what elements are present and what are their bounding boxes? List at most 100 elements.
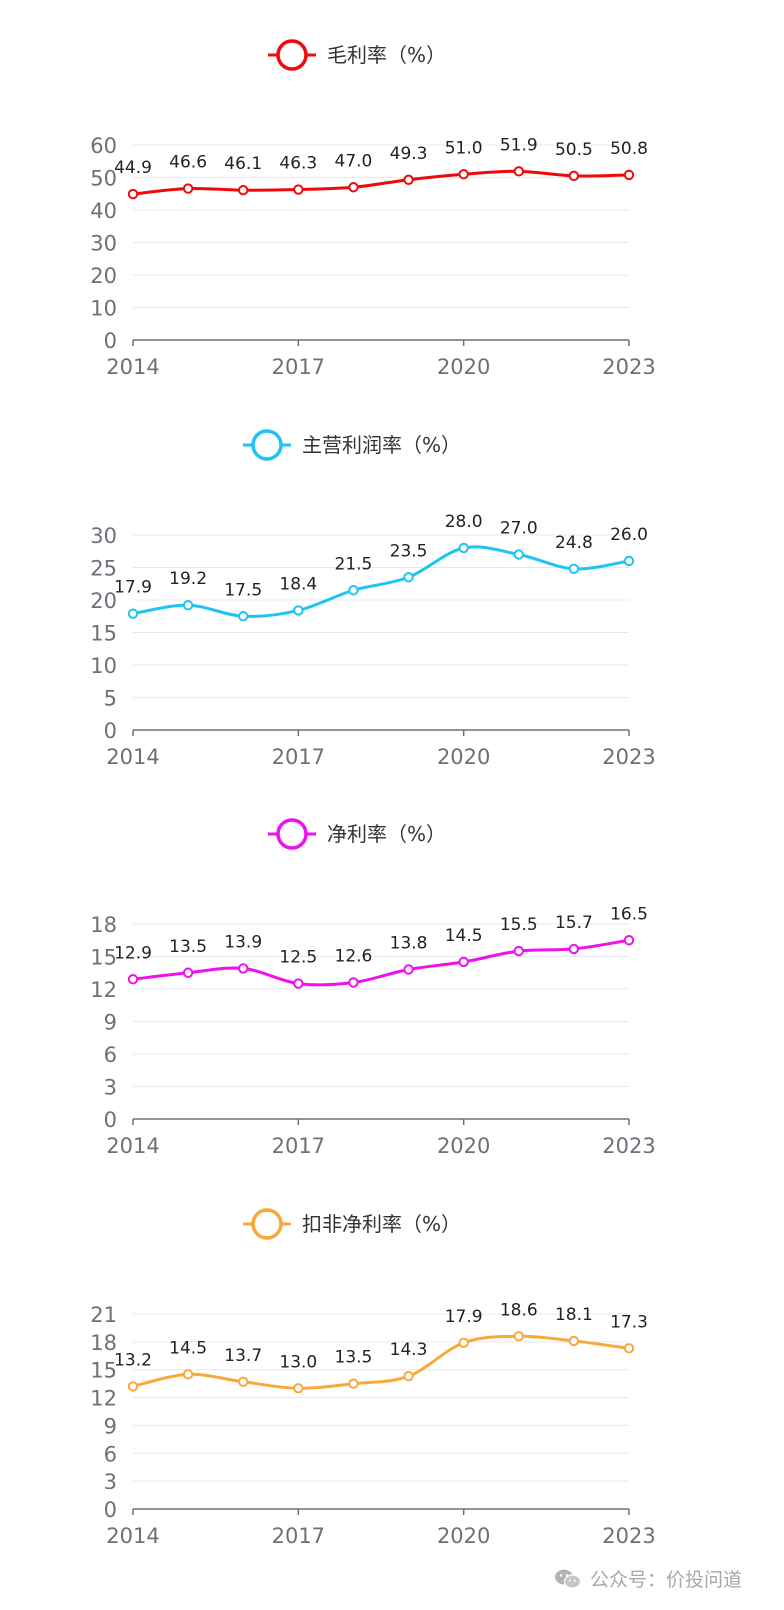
data-point[interactable] xyxy=(568,563,580,574)
data-point[interactable] xyxy=(238,184,249,196)
y-tick-label: 0 xyxy=(104,719,117,743)
data-label: 17.9 xyxy=(114,578,152,598)
x-tick-label: 2014 xyxy=(106,1524,159,1548)
y-tick-label: 15 xyxy=(90,1359,117,1383)
y-tick-label: 50 xyxy=(90,167,117,191)
data-point[interactable] xyxy=(623,169,635,181)
y-tick-label: 18 xyxy=(90,913,117,937)
data-label: 14.5 xyxy=(169,1338,207,1358)
data-label: 13.0 xyxy=(279,1352,317,1372)
data-point[interactable] xyxy=(403,1371,414,1382)
data-label: 50.5 xyxy=(555,140,593,160)
data-label: 16.5 xyxy=(610,904,648,924)
y-tick-label: 3 xyxy=(104,1076,117,1100)
data-point[interactable] xyxy=(127,188,139,200)
data-point[interactable] xyxy=(458,956,469,968)
y-tick-label: 18 xyxy=(90,1331,117,1355)
data-point[interactable] xyxy=(623,555,635,567)
data-point[interactable] xyxy=(623,935,635,946)
data-label: 14.5 xyxy=(445,926,483,946)
chart-legend[interactable]: 主营利润率（%） xyxy=(243,429,461,461)
y-tick-label: 30 xyxy=(90,524,117,548)
legend-circle-icon xyxy=(251,1208,283,1240)
data-point[interactable] xyxy=(127,974,139,985)
legend-label: 毛利率（%） xyxy=(327,43,446,67)
chart-legend[interactable]: 净利率（%） xyxy=(268,818,446,850)
data-label: 18.6 xyxy=(500,1300,538,1320)
chart-1: 毛利率（%） 0 10 20 30 40 50 60 2014 2017 2020 2023 44.9 4… xyxy=(90,39,656,379)
data-label: 44.9 xyxy=(114,158,152,178)
y-tick-label: 15 xyxy=(90,622,117,646)
data-point[interactable] xyxy=(293,1383,304,1394)
data-point[interactable] xyxy=(182,967,194,978)
data-point[interactable] xyxy=(513,1331,524,1342)
x-tick-label: 2017 xyxy=(272,1524,325,1548)
data-point[interactable] xyxy=(458,169,469,180)
data-point[interactable] xyxy=(348,977,359,988)
data-point[interactable] xyxy=(293,978,304,989)
data-label: 12.6 xyxy=(335,947,373,967)
legend-label: 净利率（%） xyxy=(327,822,446,846)
chart-4: 扣非净利率（%） 0 3 6 9 12 15 18 21 2014 2017 2020 2023 13.2… xyxy=(90,1208,656,1548)
data-point[interactable] xyxy=(568,170,580,182)
data-point[interactable] xyxy=(293,605,304,616)
legend-label: 扣非净利率（%） xyxy=(302,1212,461,1236)
data-point[interactable] xyxy=(127,1381,139,1392)
data-point[interactable] xyxy=(348,585,359,596)
data-point[interactable] xyxy=(293,184,304,195)
data-point[interactable] xyxy=(403,572,414,583)
data-point[interactable] xyxy=(403,964,414,975)
data-point[interactable] xyxy=(348,182,359,193)
y-tick-label: 0 xyxy=(104,1108,117,1132)
data-label: 21.5 xyxy=(335,554,373,574)
y-tick-label: 10 xyxy=(90,297,117,321)
x-tick-label: 2020 xyxy=(437,1134,490,1158)
x-tick-label: 2014 xyxy=(106,745,159,769)
data-point[interactable] xyxy=(182,183,194,194)
chart-2: 主营利润率（%） 0 5 10 15 20 25 30 2014 2017 2020 2023 17.9… xyxy=(90,429,656,769)
data-label: 12.5 xyxy=(279,948,317,968)
data-point[interactable] xyxy=(458,1337,469,1348)
x-tick-label: 2023 xyxy=(602,745,655,769)
x-tick-label: 2017 xyxy=(272,355,325,379)
y-tick-label: 0 xyxy=(104,1498,117,1522)
data-label: 50.8 xyxy=(610,139,648,159)
x-tick-label: 2023 xyxy=(602,1524,655,1548)
data-point[interactable] xyxy=(238,963,249,974)
chart-legend[interactable]: 毛利率（%） xyxy=(268,39,446,71)
data-point[interactable] xyxy=(623,1343,635,1354)
data-label: 12.9 xyxy=(114,943,152,963)
data-point[interactable] xyxy=(568,1335,580,1347)
data-point[interactable] xyxy=(458,542,469,554)
x-tick-label: 2020 xyxy=(437,745,490,769)
data-point[interactable] xyxy=(403,174,414,185)
x-tick-label: 2023 xyxy=(602,355,655,379)
data-point[interactable] xyxy=(238,1376,249,1387)
data-point[interactable] xyxy=(127,608,139,619)
data-label: 13.2 xyxy=(114,1350,152,1370)
watermark-text: 公众号：价投问道 xyxy=(589,1569,742,1591)
data-label: 17.9 xyxy=(445,1307,483,1327)
data-label: 49.3 xyxy=(390,144,428,164)
data-label: 17.3 xyxy=(610,1312,648,1332)
y-tick-label: 9 xyxy=(104,1414,117,1438)
data-point[interactable] xyxy=(348,1378,359,1389)
data-point[interactable] xyxy=(513,166,524,177)
y-tick-label: 3 xyxy=(104,1470,117,1494)
data-point[interactable] xyxy=(182,1369,194,1380)
legend-circle-icon xyxy=(251,429,283,461)
chart-legend[interactable]: 扣非净利率（%） xyxy=(243,1208,461,1240)
data-point[interactable] xyxy=(513,549,524,560)
data-label: 46.1 xyxy=(224,154,262,174)
data-label: 46.3 xyxy=(279,154,317,174)
y-tick-label: 6 xyxy=(104,1442,117,1466)
x-tick-label: 2014 xyxy=(106,355,159,379)
data-point[interactable] xyxy=(182,600,194,611)
data-point[interactable] xyxy=(513,945,524,957)
y-tick-label: 21 xyxy=(90,1303,117,1327)
data-point[interactable] xyxy=(568,943,580,955)
x-tick-label: 2020 xyxy=(437,355,490,379)
y-tick-label: 20 xyxy=(90,589,117,613)
data-point[interactable] xyxy=(238,611,249,622)
